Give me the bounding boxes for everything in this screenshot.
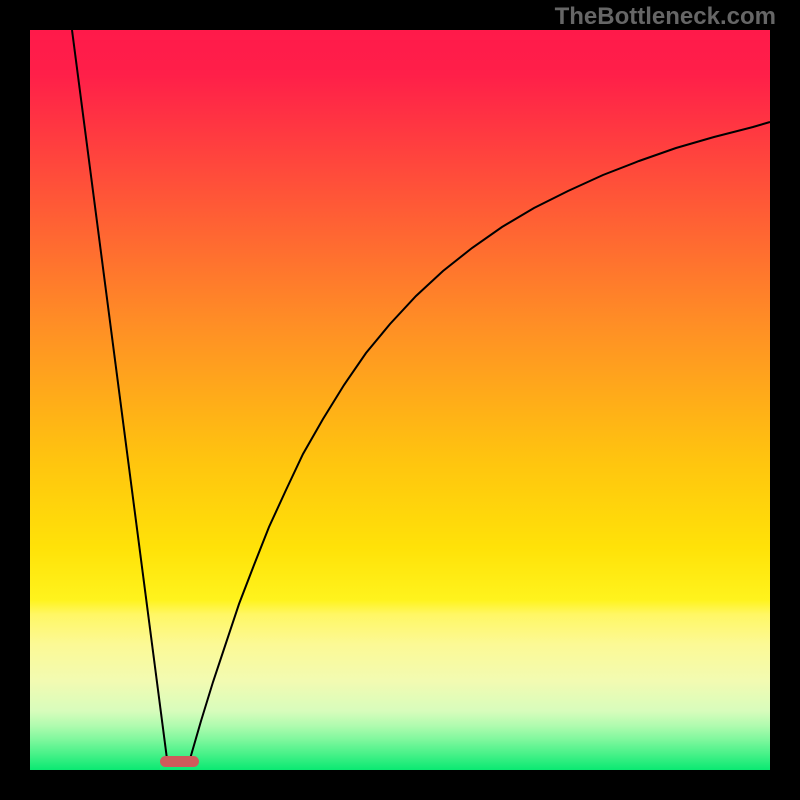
watermark-text: TheBottleneck.com (555, 3, 776, 31)
chart-border (0, 0, 800, 800)
bottleneck-chart: TheBottleneck.com (0, 0, 800, 800)
